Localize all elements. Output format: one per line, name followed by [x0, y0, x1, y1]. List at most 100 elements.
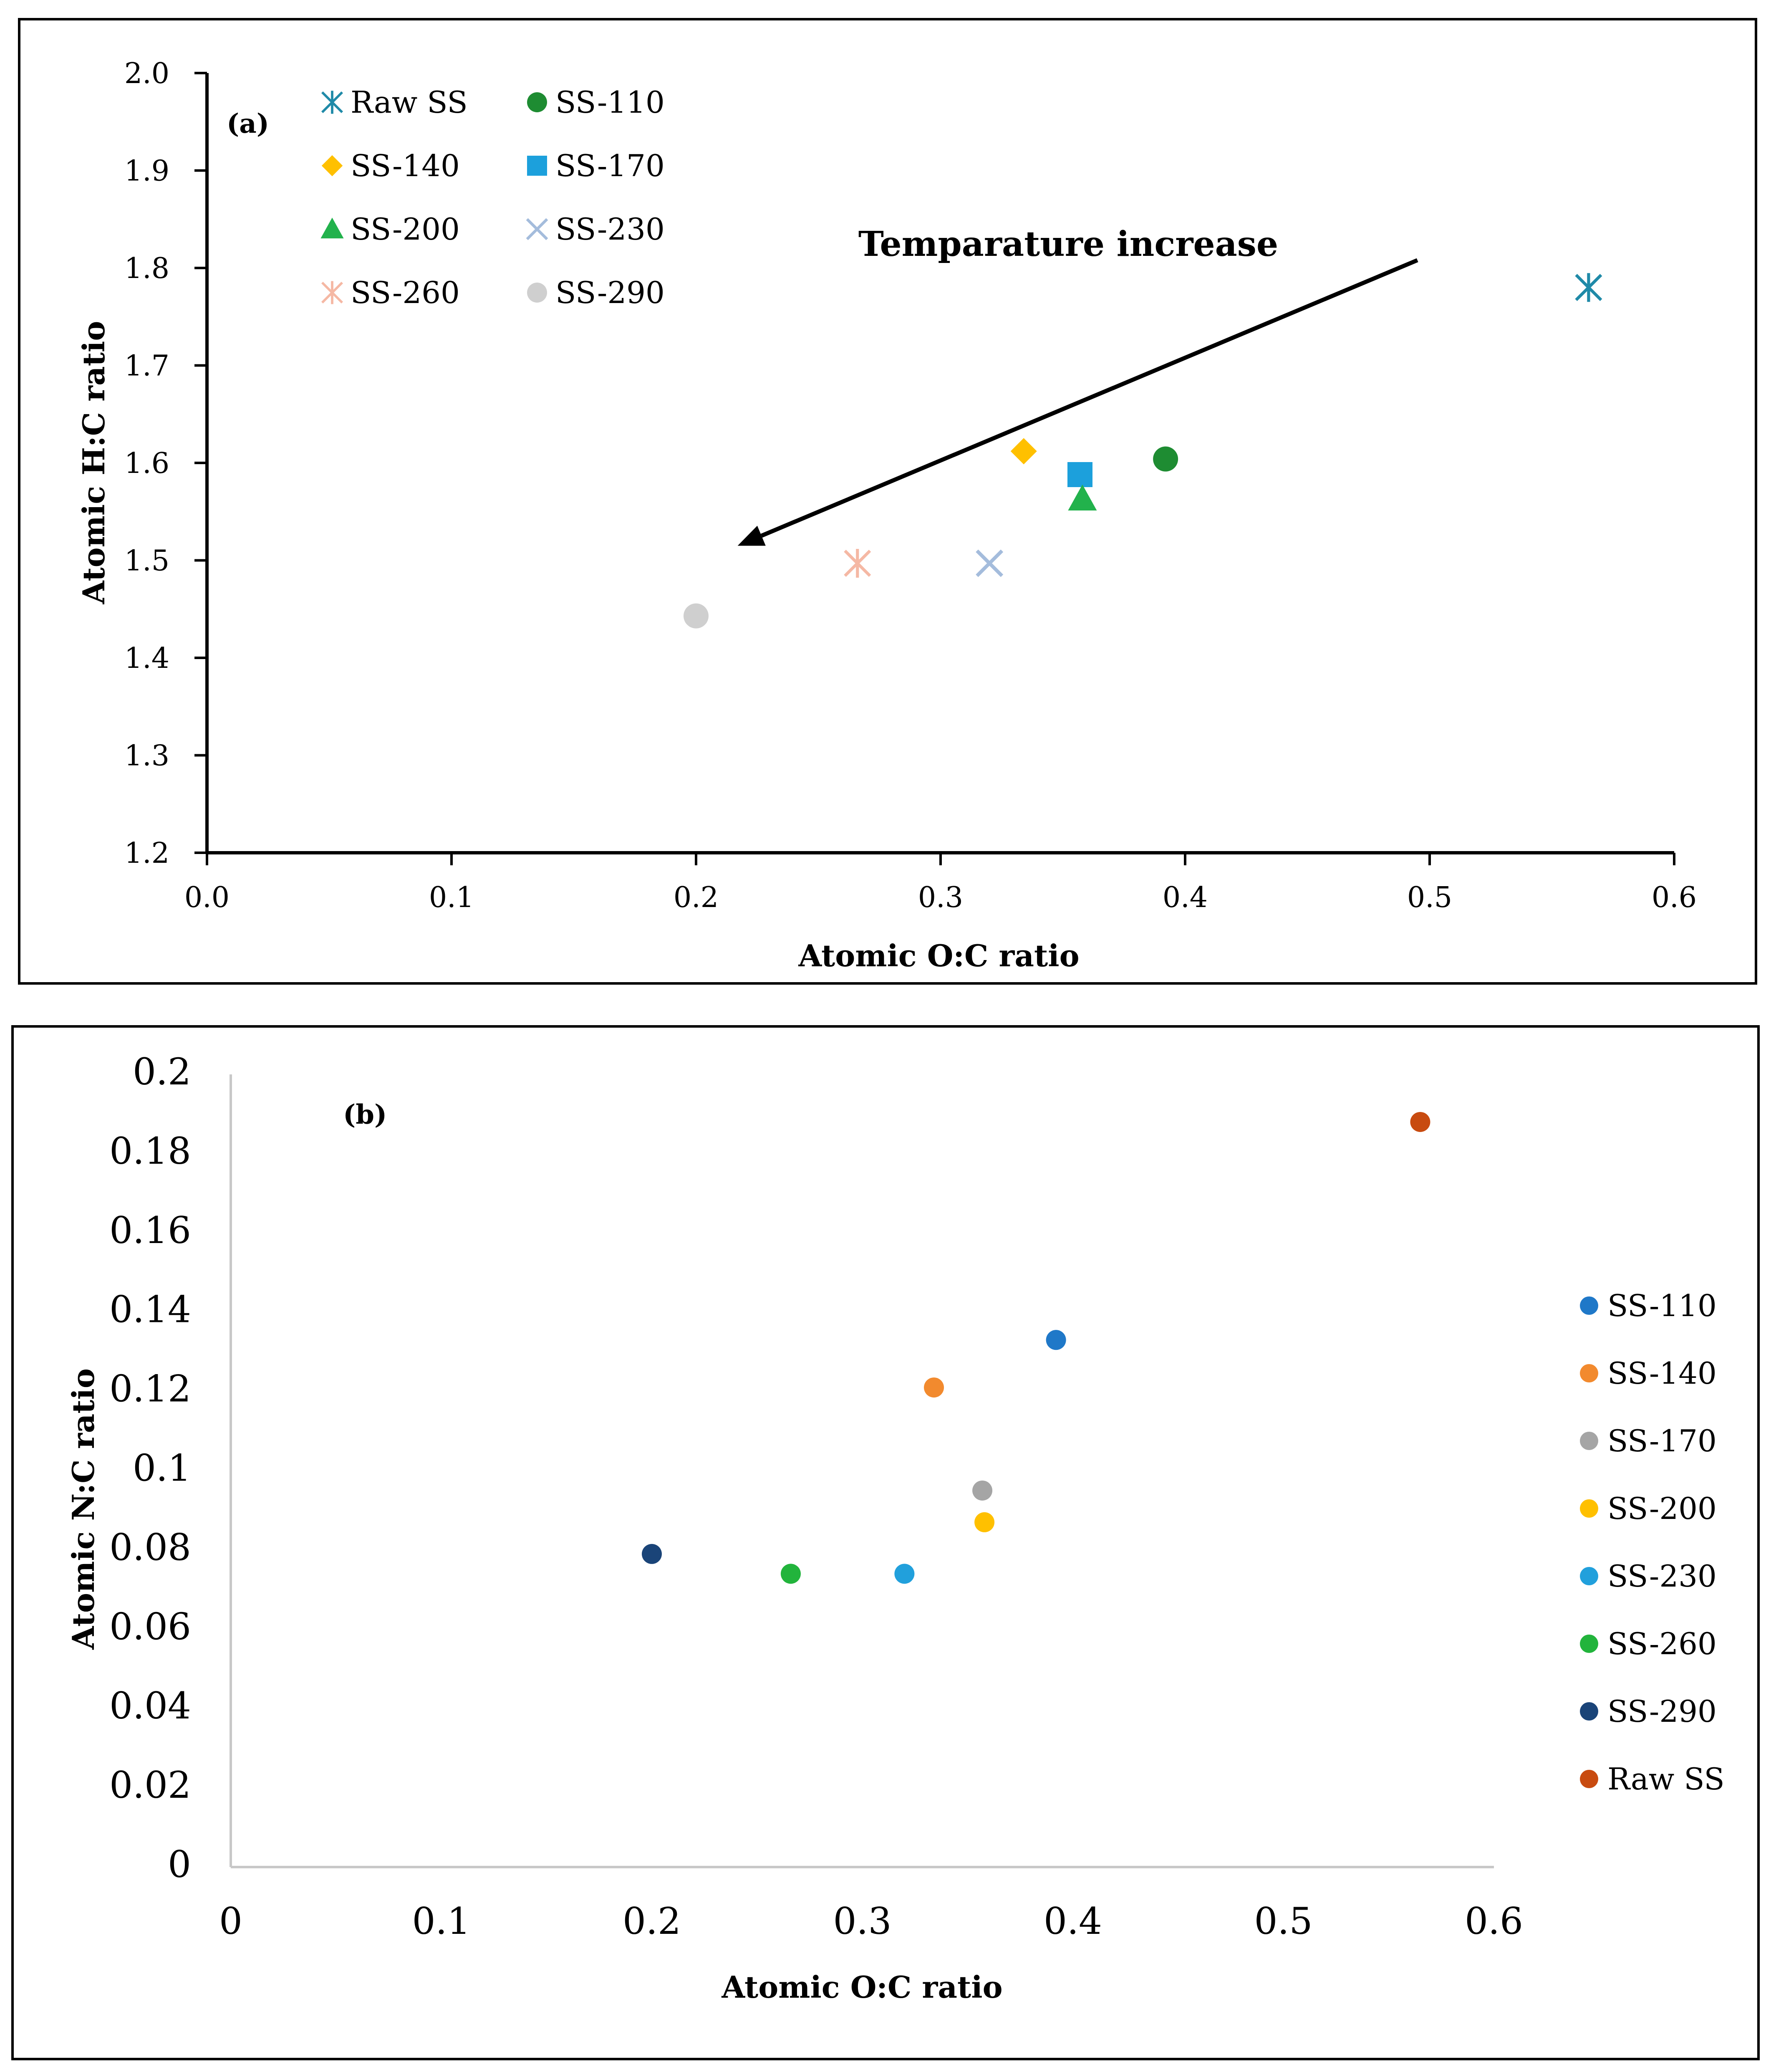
- x-tick-label: 0.6: [1652, 881, 1697, 914]
- point-ss-170: [972, 1480, 993, 1501]
- legend-marker-ss-200: [320, 217, 344, 239]
- point-ss-260: [780, 1564, 801, 1584]
- legend-marker-ss-140: [321, 155, 343, 177]
- point-ss-290: [684, 603, 709, 629]
- panel-a-ticks: 0.0 0.1 0.2 0.3 0.4 0.5 0.6 1.2 1.3 1.4 1.5 1.6 1.7 1…: [124, 57, 1697, 914]
- legend-marker-ss-230: [526, 218, 548, 240]
- panel-a-label: (a): [227, 108, 269, 139]
- legend-label-ss-110: SS-110: [1607, 1288, 1717, 1323]
- legend-marker-ss-200: [1580, 1499, 1598, 1518]
- point-ss-290: [642, 1544, 662, 1564]
- panel-b-legend: SS-110 SS-140 SS-170 SS-200 SS-230 SS-260 SS-2…: [1580, 1288, 1725, 1797]
- arrow-head: [737, 526, 766, 546]
- y-tick-label: 1.2: [124, 837, 169, 870]
- legend-label-ss-230: SS-230: [555, 212, 665, 247]
- x-tick-label: 0.3: [833, 1900, 892, 1943]
- legend-label-ss-200: SS-200: [1607, 1491, 1717, 1526]
- legend-label-ss-290: SS-290: [555, 275, 665, 310]
- legend-marker-ss-110: [527, 92, 547, 112]
- x-tick-label: 0.6: [1465, 1900, 1523, 1943]
- legend-marker-ss-110: [1580, 1296, 1598, 1315]
- x-tick-label: 0.5: [1254, 1900, 1313, 1943]
- point-ss-140: [1010, 438, 1037, 465]
- legend-label-ss-170: SS-170: [1607, 1423, 1717, 1458]
- panel-a-y-axis-title: Atomic H:C ratio: [76, 321, 111, 605]
- y-tick-label: 2.0: [124, 57, 169, 90]
- x-tick-label: 0: [219, 1900, 242, 1943]
- y-tick-label: 0.02: [109, 1764, 191, 1807]
- panel-b: 0 0.1 0.2 0.3 0.4 0.5 0.6 0 0.02 0.04 0.06 0.08 0.1 0…: [11, 1025, 1760, 2060]
- point-ss-110: [1046, 1330, 1066, 1350]
- x-tick-label: 0.3: [918, 881, 963, 914]
- legend-marker-ss-140: [1580, 1364, 1598, 1382]
- legend-label-ss-170: SS-170: [555, 148, 665, 183]
- legend-marker-ss-170: [527, 156, 547, 176]
- temperature-annotation: Temparature increase: [858, 224, 1278, 264]
- panel-b-points: [642, 1112, 1430, 1584]
- temperature-arrow: [737, 258, 1418, 546]
- legend-label-ss-230: SS-230: [1607, 1559, 1717, 1594]
- x-tick-label: 0.0: [184, 881, 230, 914]
- y-tick-label: 0: [168, 1843, 191, 1886]
- legend-label-ss-290: SS-290: [1607, 1694, 1717, 1729]
- panel-b-frame: [11, 1025, 1760, 2060]
- panel-a: 0.0 0.1 0.2 0.3 0.4 0.5 0.6 1.2 1.3 1.4 1.5 1.6 1.7 1…: [18, 18, 1757, 985]
- legend-marker-ss-230: [1580, 1567, 1598, 1585]
- point-ss-230: [976, 549, 1004, 577]
- legend-label-ss-140: SS-140: [351, 148, 460, 183]
- y-tick-label: 0.06: [109, 1605, 191, 1648]
- point-raw-ss: [1575, 273, 1602, 302]
- legend-label-raw-ss: Raw SS: [351, 85, 468, 120]
- legend-marker-ss-290: [527, 283, 547, 303]
- y-tick-label: 1.6: [124, 447, 169, 480]
- panel-a-x-axis-title: Atomic O:C ratio: [798, 938, 1079, 973]
- panel-b-x-axis-title: Atomic O:C ratio: [721, 1969, 1002, 2005]
- legend-label-ss-140: SS-140: [1607, 1356, 1717, 1391]
- legend-marker-ss-260: [321, 281, 343, 304]
- y-tick-label: 0.12: [109, 1367, 191, 1410]
- y-tick-label: 1.4: [124, 642, 169, 675]
- legend-marker-ss-260: [1580, 1635, 1598, 1653]
- panel-a-frame: [18, 18, 1757, 985]
- legend-label-ss-260: SS-260: [351, 275, 460, 310]
- y-tick-label: 1.3: [124, 740, 169, 773]
- legend-label-ss-200: SS-200: [351, 212, 460, 247]
- legend-label-ss-110: SS-110: [555, 85, 665, 120]
- point-ss-140: [924, 1377, 944, 1398]
- point-ss-110: [1153, 446, 1178, 472]
- legend-label-raw-ss: Raw SS: [1607, 1761, 1725, 1797]
- x-tick-label: 0.1: [412, 1900, 471, 1943]
- y-tick-label: 0.16: [109, 1209, 191, 1252]
- y-tick-label: 0.14: [109, 1288, 191, 1331]
- point-ss-200: [1068, 484, 1097, 510]
- x-tick-label: 0.4: [1044, 1900, 1102, 1943]
- panel-b-label: (b): [343, 1099, 387, 1130]
- point-ss-230: [894, 1564, 915, 1584]
- point-raw-ss: [1410, 1112, 1430, 1132]
- y-tick-label: 1.9: [124, 155, 169, 188]
- y-tick-label: 1.8: [124, 252, 169, 285]
- x-tick-label: 0.2: [674, 881, 719, 914]
- panel-a-legend: Raw SS SS-110 SS-140 SS-170 SS-200 SS-230 SS-2…: [320, 85, 665, 310]
- y-tick-label: 1.7: [124, 350, 169, 383]
- point-ss-260: [844, 549, 871, 578]
- x-tick-label: 0.1: [429, 881, 474, 914]
- legend-marker-raw-ss: [321, 91, 343, 114]
- y-tick-label: 0.18: [109, 1129, 191, 1172]
- y-tick-label: 0.1: [133, 1447, 191, 1490]
- arrow-shaft: [760, 258, 1418, 538]
- y-tick-label: 0.08: [109, 1526, 191, 1569]
- x-tick-label: 0.4: [1163, 881, 1208, 914]
- point-ss-170: [1067, 462, 1093, 488]
- x-tick-label: 0.2: [623, 1900, 681, 1943]
- y-tick-label: 0.04: [109, 1684, 191, 1727]
- panel-b-ticks: 0 0.1 0.2 0.3 0.4 0.5 0.6 0 0.02 0.04 0.06 0.08 0.1 0…: [109, 1050, 1523, 1943]
- panel-b-y-axis-title: Atomic N:C ratio: [66, 1368, 101, 1650]
- legend-marker-raw-ss: [1580, 1770, 1598, 1788]
- legend-marker-ss-170: [1580, 1432, 1598, 1450]
- x-tick-label: 0.5: [1407, 881, 1452, 914]
- legend-label-ss-260: SS-260: [1607, 1626, 1717, 1661]
- y-tick-label: 1.5: [124, 545, 169, 578]
- panel-a-points: [684, 273, 1602, 629]
